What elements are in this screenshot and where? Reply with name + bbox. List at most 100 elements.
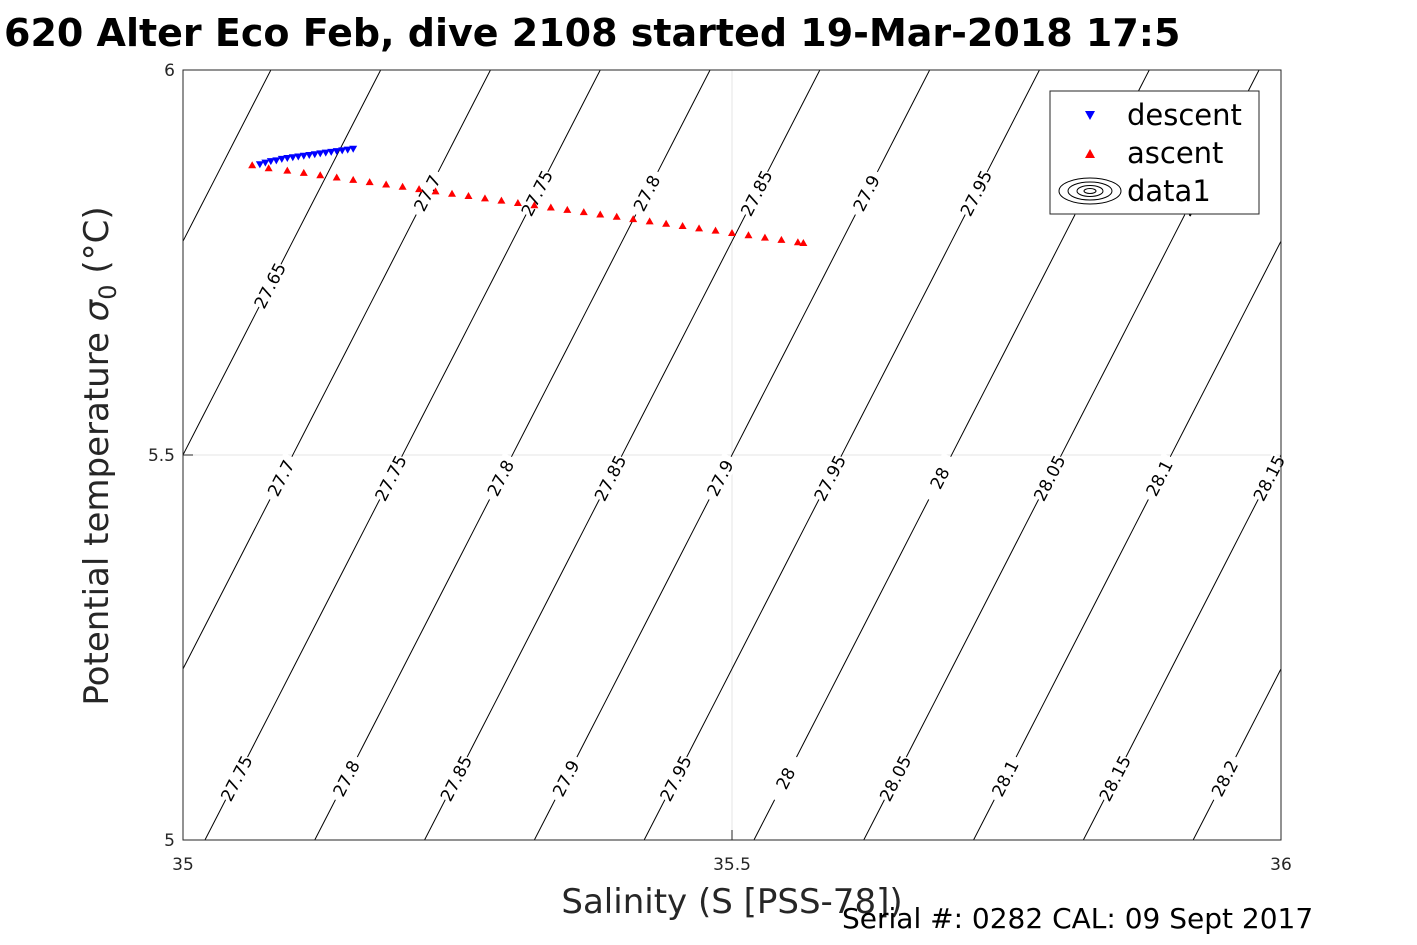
descent-point-2: [266, 158, 275, 166]
ascent-point-15: [497, 196, 506, 204]
legend-data1-marker: [1058, 177, 1122, 205]
ascent-point-23: [629, 215, 638, 223]
contour-label-bg-25: [876, 752, 915, 804]
y-axis-label: Potential temperature σ0 (°C): [77, 206, 122, 705]
legend-ascent-label: ascent: [1127, 136, 1223, 170]
ascent-point-12: [448, 189, 457, 197]
ascent-point-20: [579, 208, 588, 216]
legend-descent-label: descent: [1127, 98, 1242, 132]
ascent-point-6: [349, 175, 358, 183]
ascent-point-7: [365, 178, 374, 186]
contour-label-bg-10: [371, 452, 410, 504]
ascent-point-16: [513, 198, 522, 206]
ascent-point-10: [415, 185, 424, 193]
descent-point-7: [294, 153, 303, 161]
ascent-point-9: [398, 182, 407, 190]
axis-ticks: 35 35.5 36 5 5.5 6: [148, 61, 1292, 875]
contour-line-13: [1192, 667, 1281, 840]
ascent-point-31: [760, 233, 769, 241]
ascent-point-19: [563, 205, 572, 213]
ascent-point-28: [711, 226, 720, 234]
ascent-point-17: [530, 201, 539, 209]
contour-label-bg-9: [261, 452, 300, 504]
ascent-point-8: [382, 180, 391, 188]
ascent-point-18: [546, 203, 555, 211]
contour-label-bg-24: [766, 752, 805, 804]
contour-label-bg-15: [920, 452, 959, 504]
descent-point-13: [327, 148, 336, 156]
descent-point-6: [288, 154, 297, 162]
ascent-point-33: [793, 238, 802, 246]
contour-label-bg-28: [1205, 752, 1244, 804]
ascent-point-1: [264, 164, 273, 172]
descent-series: [255, 145, 358, 169]
y-tick-label-1: 5.5: [148, 446, 175, 466]
descent-point-17: [349, 145, 358, 153]
contour-label-bg-4: [847, 167, 886, 219]
ascent-point-13: [464, 192, 473, 200]
ascent-point-4: [316, 171, 325, 179]
contour-line-11: [972, 240, 1281, 840]
contour-label-bg-5: [957, 167, 996, 219]
ascent-point-30: [744, 231, 753, 239]
y-axis-label-symbol: σ: [77, 298, 117, 321]
ascent-point-26: [678, 222, 687, 230]
contour-label-bg-23: [656, 752, 695, 804]
contour-label-bg-1: [518, 167, 556, 219]
contour-line-1: [183, 70, 272, 243]
contour-line-15: [1393, 32, 1417, 878]
ascent-point-5: [332, 173, 341, 181]
x-tick-label-2: 36: [1270, 855, 1292, 875]
descent-point-0: [255, 161, 264, 169]
contour-label-bg-20: [327, 752, 366, 804]
contour-label-bg-3: [737, 167, 776, 219]
x-tick-label-1: 35.5: [713, 855, 751, 875]
descent-point-3: [272, 157, 281, 165]
contour-label-bg-19: [217, 752, 256, 804]
ascent-point-27: [695, 224, 704, 232]
contour-label-bg-17: [1140, 452, 1179, 504]
descent-point-8: [299, 152, 308, 160]
contour-label-bg-2: [627, 167, 666, 219]
contour-label-bg-21: [437, 752, 476, 804]
descent-point-12: [321, 149, 330, 157]
descent-point-5: [283, 155, 292, 163]
ascent-point-25: [662, 219, 671, 227]
contour-label-bg-26: [986, 752, 1025, 804]
ascent-point-34: [799, 238, 808, 246]
legend-box: [1049, 90, 1260, 215]
ascent-point-22: [612, 212, 621, 220]
descent-point-9: [305, 151, 314, 159]
legend: descent ascent data1: [1049, 90, 1260, 215]
y-axis-label-subscript: 0: [94, 284, 122, 299]
x-axis-label: Salinity (S [PSS-78]): [561, 882, 902, 922]
svg-text:Potential temperature σ0 (°C): Potential temperature σ0 (°C): [77, 206, 122, 705]
ascent-point-32: [777, 235, 786, 243]
x-tick-label-0: 35: [172, 855, 194, 875]
descent-point-4: [277, 155, 286, 163]
contour-label-bg-18: [1250, 452, 1289, 504]
legend-ascent-marker: [1085, 149, 1095, 158]
contour-line-14: [1283, 32, 1417, 878]
descent-point-14: [332, 148, 341, 156]
chart-title: 620 Alter Eco Feb, dive 2108 started 19-…: [4, 11, 1180, 55]
contour-label-bg-11: [481, 452, 520, 504]
ascent-point-0: [248, 161, 257, 169]
legend-descent-marker: [1085, 111, 1095, 120]
descent-point-16: [343, 146, 352, 154]
ascent-point-21: [596, 210, 605, 218]
contour-label-bg-12: [591, 452, 630, 504]
ascent-point-3: [299, 168, 308, 176]
y-axis-label-text: Potential temperature: [77, 332, 117, 705]
ascent-point-29: [728, 228, 736, 236]
y-axis-label-unit: (°C): [77, 206, 117, 273]
contour-line-2: [183, 70, 382, 457]
y-tick-label-2: 6: [164, 61, 175, 81]
legend-data1-label: data1: [1127, 174, 1211, 208]
contour-label-bg-22: [547, 752, 585, 804]
descent-point-1: [261, 159, 270, 167]
ascent-point-14: [480, 194, 489, 202]
ascent-point-24: [645, 217, 654, 225]
contour-label-bg-27: [1096, 752, 1134, 804]
